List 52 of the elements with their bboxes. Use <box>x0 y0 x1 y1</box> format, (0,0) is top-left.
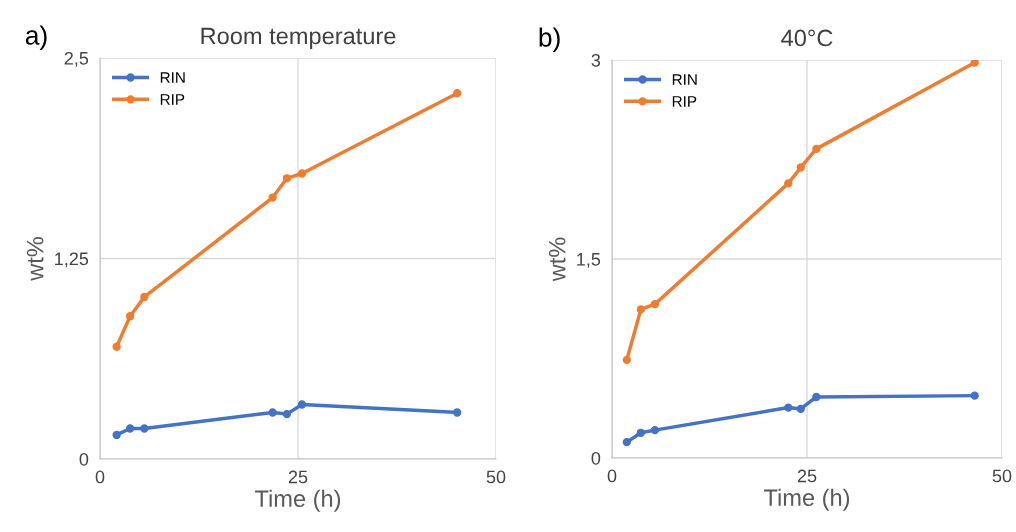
point <box>112 430 121 440</box>
point <box>622 437 631 447</box>
point <box>112 342 121 351</box>
text: a) <box>25 25 47 50</box>
point <box>297 169 307 178</box>
chart-title: Room temperature <box>201 27 396 50</box>
x-tick-label: 0 <box>607 469 617 483</box>
y-tick-label: 1,5 <box>577 253 601 268</box>
legend-label: RIN <box>160 72 185 83</box>
point <box>784 179 793 188</box>
text: b) <box>539 27 560 53</box>
y-tick-label: 3 <box>591 53 601 67</box>
point <box>140 292 149 302</box>
y-tick-label: 0 <box>79 452 89 466</box>
point <box>268 193 277 202</box>
point <box>282 409 292 419</box>
point <box>650 425 660 435</box>
point <box>282 174 292 183</box>
point <box>453 89 462 98</box>
legend-label: RIP <box>160 94 185 105</box>
x-axis-title: Time (h) <box>764 488 850 511</box>
y-tick-label: 2,5 <box>64 51 89 67</box>
point <box>812 144 821 154</box>
x-tick-label: 0 <box>95 470 105 484</box>
chart-title: 40°C <box>781 29 833 47</box>
x-tick-label: 25 <box>797 469 817 483</box>
x-axis-title: Time (h) <box>255 489 341 512</box>
point <box>796 404 805 414</box>
point <box>140 424 149 433</box>
y-tick-label: 0 <box>591 451 601 465</box>
point <box>970 60 979 67</box>
point <box>297 400 307 409</box>
point <box>650 299 660 309</box>
x-tick-label: 50 <box>992 469 1012 483</box>
y-axis-title: wt% <box>548 237 566 282</box>
point <box>125 312 135 321</box>
x-tick-label: 50 <box>486 470 506 484</box>
point <box>636 305 646 314</box>
point <box>812 392 821 402</box>
y-axis-title: wt% <box>26 237 44 281</box>
x-tick-label: 25 <box>288 470 308 484</box>
point <box>125 424 135 433</box>
point <box>796 163 805 172</box>
y-tick-label: 1,25 <box>55 252 89 268</box>
point <box>453 408 462 417</box>
point <box>622 355 631 364</box>
point <box>784 403 793 412</box>
point <box>636 428 646 437</box>
point <box>970 391 979 400</box>
legend-label: RIP <box>672 96 697 107</box>
legend-label: RIN <box>672 74 697 85</box>
point <box>268 408 277 417</box>
